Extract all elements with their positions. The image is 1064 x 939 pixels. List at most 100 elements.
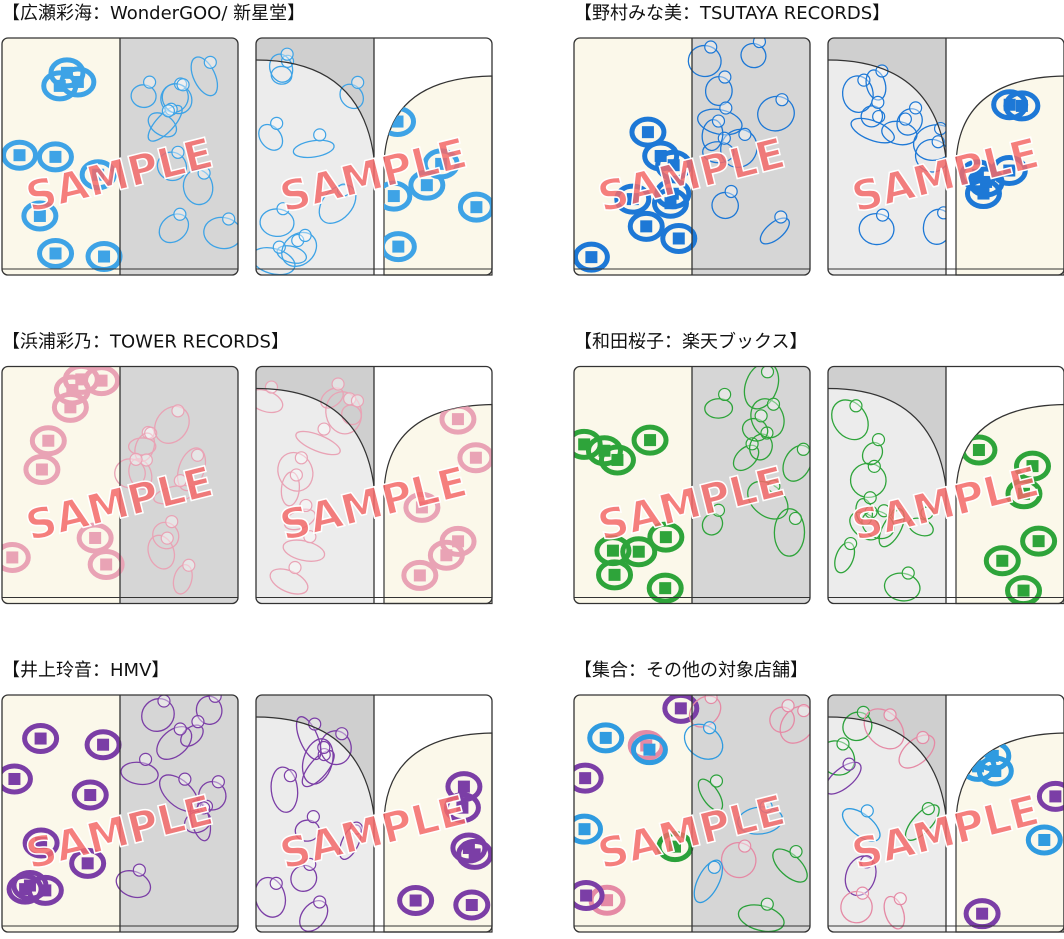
pocket-edge [827,387,947,487]
logo-mark [668,840,681,853]
logo [76,522,114,554]
figure [114,404,207,595]
figure-head [191,715,205,729]
figure [687,44,722,78]
figure-head [335,727,349,741]
figure-head [331,377,345,391]
figure-head [767,479,781,493]
logo-mark [435,157,448,170]
figure-head [350,394,365,408]
figure-head [857,73,871,87]
logo-mark [33,209,46,222]
logo-mark [674,702,687,715]
figure [842,711,873,742]
figure-head [760,897,774,911]
figure [878,509,905,548]
logo [445,771,483,803]
logo [1020,525,1058,557]
figure-head [272,240,286,254]
figure-head [157,695,171,708]
figure [834,541,856,574]
figure [701,366,810,557]
figure-head [298,228,312,243]
figure [153,484,196,505]
figure-head [738,839,752,853]
figure-head [173,207,187,221]
figure [259,208,295,238]
figure-head [921,802,935,816]
logo [2,57,123,273]
figure-head [264,380,279,394]
logo [456,838,492,870]
figure [858,212,895,246]
logo-mark [387,190,400,203]
figure-head [844,536,858,551]
logo [574,695,700,916]
file-right-half [692,38,810,275]
figure-head [738,127,752,141]
file-front: SAMPLE [1,37,239,276]
logo-mark [977,187,990,200]
logo [36,141,74,173]
figure [861,510,895,540]
figure-head [849,399,863,413]
logo-mark [469,451,482,464]
file-back: SAMPLE [255,37,493,276]
figure-head [222,212,236,226]
logo [11,870,49,902]
figure-head [313,895,327,909]
figure-head [709,774,724,788]
figure [759,217,790,245]
figure-head [718,387,732,402]
logo [6,873,44,905]
logo-mark [92,168,105,181]
product-panel: 【集合：その他の対象店舗】 SAMPLE SAMPLE [573,660,1064,933]
figure-head [139,453,153,467]
figure [748,433,773,461]
figure-head [171,404,185,418]
figure [704,75,733,107]
logo [587,722,625,754]
figure-head [171,145,185,159]
logo [384,106,492,263]
logo-mark [420,179,433,192]
logo-mark [457,780,470,793]
figure [276,245,308,264]
logo [585,435,623,467]
figure [840,890,873,924]
figure [741,417,769,442]
figure [256,377,365,595]
panel-title: 【野村みな美：TSUTAYA RECORDS】 [574,3,890,24]
figure-head [143,75,157,89]
figure [704,398,734,419]
logo [87,548,125,580]
logo [963,898,1001,930]
figure [158,213,190,244]
logo [422,148,460,180]
figure [256,388,284,414]
figure [114,458,146,489]
figure [881,120,918,146]
figure [711,191,739,220]
figure-head [781,699,795,713]
logo [22,723,60,755]
logo-mark [1015,99,1028,112]
product-panel: 【和田桜子：楽天ブックス】 SAMPLE SAMPLE [573,331,1064,605]
figure-head [760,366,775,379]
figure [693,859,724,904]
logo [660,222,698,254]
figure-head [190,448,205,462]
pocket-edge [827,59,947,159]
logo-mark [996,554,1009,567]
figure-head [775,93,789,107]
figure-head [291,233,305,248]
figure [740,42,767,69]
logo [1036,780,1064,812]
logo [69,847,107,879]
figure [883,895,906,930]
figure [147,534,176,570]
figure [688,695,722,728]
figure-head [270,116,284,130]
figure-head [203,55,217,69]
